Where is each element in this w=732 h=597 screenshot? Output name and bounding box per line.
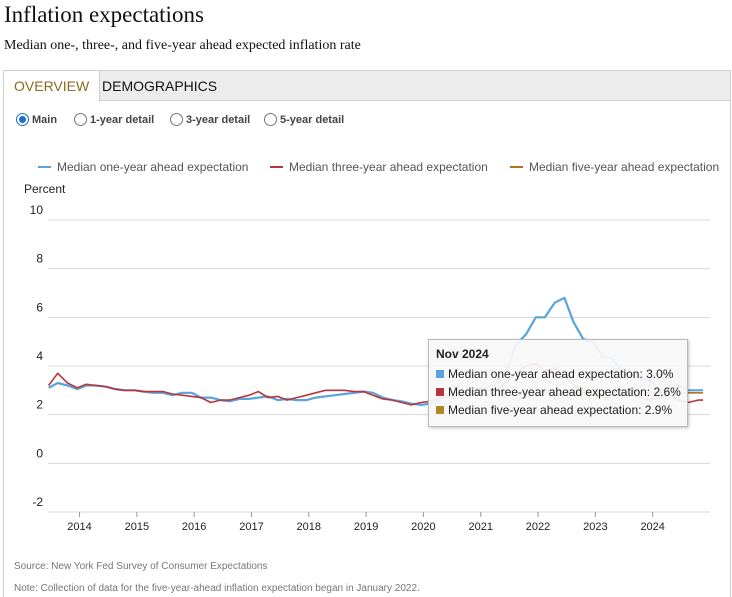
y-tick-label: 2 <box>36 398 43 412</box>
x-tick-label: 2022 <box>526 521 550 533</box>
tab-overview[interactable]: OVERVIEW <box>4 71 101 102</box>
tooltip-swatch-icon <box>436 406 444 414</box>
x-tick-label: 2014 <box>67 521 91 533</box>
radio-main[interactable]: Main <box>16 111 57 131</box>
tooltip-row-five-year: Median five-year ahead expectation: 2.9% <box>436 401 680 419</box>
legend-label-one-year: Median one-year ahead expectation <box>57 160 249 174</box>
legend-line-icon <box>510 166 523 168</box>
inflation-chart: Percent 10 8 6 4 2 0 -2 2014 2015 2016 2017 2018 201… <box>24 182 710 533</box>
legend-line-icon <box>270 166 283 168</box>
radio-5-year-label: 5-year detail <box>280 114 345 126</box>
legend-item-five-year[interactable]: Median five-year ahead expectation <box>510 160 719 174</box>
x-tick-label: 2023 <box>583 521 607 533</box>
legend-label-three-year: Median three-year ahead expectation <box>289 160 488 174</box>
tab-demographics[interactable]: DEMOGRAPHICS <box>102 78 218 94</box>
tooltip-label-five-year: Median five-year ahead expectation: 2.9% <box>448 403 673 417</box>
chart-tooltip: Nov 2024 Median one-year ahead expectati… <box>428 339 688 427</box>
legend-item-three-year[interactable]: Median three-year ahead expectation <box>270 160 488 174</box>
y-axis-title: Percent <box>24 182 66 196</box>
tooltip-swatch-icon <box>436 370 444 378</box>
tooltip-label-one-year: Median one-year ahead expectation: 3.0% <box>448 367 674 381</box>
x-tick-label: 2016 <box>182 521 206 533</box>
x-tick-label: 2021 <box>468 521 492 533</box>
tooltip-swatch-icon <box>436 388 444 396</box>
x-tick-label: 2024 <box>640 521 664 533</box>
x-tick-label: 2015 <box>125 521 149 533</box>
y-tick-label: -2 <box>32 495 43 509</box>
x-tick-label: 2017 <box>239 521 263 533</box>
page-subtitle: Median one-, three-, and five-year ahead… <box>4 38 361 53</box>
tab-bar: OVERVIEW DEMOGRAPHICS <box>4 71 730 102</box>
y-tick-label: 8 <box>36 252 43 266</box>
x-tick-label: 2019 <box>354 521 378 533</box>
radio-checked-icon <box>16 113 29 126</box>
legend-label-five-year: Median five-year ahead expectation <box>529 160 720 174</box>
radio-main-label: Main <box>32 114 58 126</box>
chart-legend: Median one-year ahead expectation Median… <box>0 160 732 176</box>
legend-item-one-year[interactable]: Median one-year ahead expectation <box>38 160 248 174</box>
radio-3-year-label: 3-year detail <box>186 114 251 126</box>
data-note: Note: Collection of data for the five-ye… <box>14 583 420 594</box>
tooltip-title: Nov 2024 <box>436 347 489 361</box>
y-tick-label: 0 <box>36 446 43 460</box>
y-tick-label: 10 <box>30 203 44 217</box>
y-tick-label: 4 <box>36 349 43 363</box>
radio-3-year-detail[interactable]: 3-year detail <box>170 111 250 131</box>
tooltip-row-three-year: Median three-year ahead expectation: 2.6… <box>436 383 681 401</box>
y-tick-label: 6 <box>36 300 43 314</box>
radio-unchecked-icon <box>170 113 183 126</box>
x-tick-label: 2020 <box>411 521 435 533</box>
radio-5-year-detail[interactable]: 5-year detail <box>264 111 344 131</box>
radio-1-year-detail[interactable]: 1-year detail <box>74 111 154 131</box>
radio-1-year-label: 1-year detail <box>90 114 155 126</box>
source-note: Source: New York Fed Survey of Consumer … <box>14 561 268 572</box>
chart-panel: OVERVIEW DEMOGRAPHICS Main 1-year detail… <box>3 70 731 597</box>
tooltip-row-one-year: Median one-year ahead expectation: 3.0% <box>436 365 680 383</box>
tooltip-label-three-year: Median three-year ahead expectation: 2.6… <box>448 385 681 399</box>
radio-unchecked-icon <box>74 113 87 126</box>
page-title: Inflation expectations <box>4 2 204 27</box>
grid-layer: 10 8 6 4 2 0 -2 2014 2015 2016 2017 2018 2019 2020 202… <box>30 203 710 533</box>
radio-unchecked-icon <box>264 113 277 126</box>
legend-line-icon <box>38 166 51 168</box>
x-tick-label: 2018 <box>297 521 321 533</box>
